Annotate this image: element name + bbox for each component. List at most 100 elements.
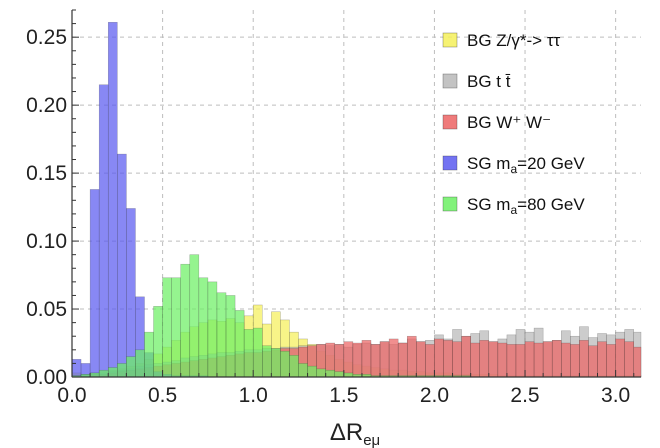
histogram-bar <box>343 341 354 378</box>
legend-entry: BG W⁺ W⁻ <box>442 113 551 132</box>
histogram-bar <box>334 371 345 378</box>
y-tick-label: 0.15 <box>26 162 67 185</box>
histogram-bar <box>633 346 642 378</box>
histogram-bar <box>579 340 589 378</box>
histogram-bar <box>135 349 145 378</box>
histogram-bar <box>615 338 625 378</box>
histogram-bar <box>461 335 471 378</box>
histogram-bar <box>117 153 127 378</box>
x-tick-label: 0.5 <box>148 384 177 407</box>
y-tick-label: 0.05 <box>26 298 67 321</box>
histogram-bar <box>588 345 598 378</box>
histogram-bar <box>570 344 580 378</box>
histogram-bar <box>162 277 172 378</box>
histogram-bar <box>606 344 616 378</box>
legend-swatch <box>442 32 458 48</box>
histogram-bar <box>316 368 326 378</box>
histogram-bar <box>89 372 100 378</box>
tick-labels: 0.0 0.5 1.0 1.5 2.0 2.5 3.0 0.00 0.05 0.10 0.15 0.2… <box>26 26 630 407</box>
y-tick-label: 0.00 <box>26 366 67 389</box>
histogram-bar <box>515 344 526 378</box>
histogram-bar <box>71 359 82 378</box>
histogram-bar <box>370 344 381 378</box>
histogram-bar <box>216 292 227 378</box>
histogram-bar <box>561 342 571 378</box>
histogram-bar <box>443 340 453 378</box>
histogram-bar <box>624 341 635 378</box>
histogram-bar <box>524 341 535 378</box>
histogram-bar <box>452 341 462 378</box>
legend-label: SG ma=80 GeV <box>467 195 585 217</box>
histogram-bar <box>126 208 136 378</box>
legend-label: BG W⁺ W⁻ <box>467 113 551 132</box>
x-tick-label: 2.5 <box>510 384 539 407</box>
histogram-bar <box>307 365 317 378</box>
histogram-bar <box>117 363 127 378</box>
x-axis-title-sub: eμ <box>363 432 380 448</box>
legend-swatch <box>442 196 458 212</box>
legend-label: SG ma=20 GeV <box>467 154 585 176</box>
x-tick-label: 3.0 <box>601 384 630 407</box>
legend: BG Z/γ*-> ττ BG t t̄ BG W⁺ W⁻ SG ma=20 GeV S… <box>442 31 585 217</box>
histogram-bar <box>153 306 163 378</box>
y-tick-label: 0.20 <box>26 94 67 117</box>
histogram-bar <box>542 341 553 378</box>
bars <box>71 21 642 378</box>
histogram-bar <box>180 263 191 378</box>
histogram-bar <box>416 341 426 378</box>
x-axis-title: ΔReμ <box>330 419 380 448</box>
legend-label: BG Z/γ*-> ττ <box>467 31 561 50</box>
histogram-bar <box>343 372 354 378</box>
histogram-bar <box>406 335 417 378</box>
histogram-bar <box>189 254 200 378</box>
y-tick-label: 0.25 <box>26 26 67 49</box>
histogram-bar <box>388 338 399 378</box>
legend-entry: BG Z/γ*-> ττ <box>442 31 561 50</box>
histogram-bar <box>207 281 218 378</box>
histogram-bar <box>126 356 136 378</box>
histogram-bar <box>397 342 408 378</box>
x-tick-label: 2.0 <box>420 384 449 407</box>
legend-swatch <box>442 114 458 130</box>
legend-entry: SG ma=20 GeV <box>442 154 585 176</box>
histogram-bar <box>252 327 263 378</box>
histogram-bar <box>144 331 154 378</box>
histogram-bar <box>271 348 281 378</box>
histogram-bar <box>379 341 390 378</box>
histogram-bar <box>298 363 308 378</box>
histogram-bar <box>470 342 480 378</box>
histogram-bar <box>361 340 372 378</box>
histogram-bar <box>289 355 299 378</box>
histogram-bar <box>434 338 444 378</box>
y-tick-label: 0.10 <box>26 230 67 253</box>
histogram-bar <box>479 340 490 378</box>
histogram-bar <box>98 84 109 378</box>
histogram-bar <box>98 369 109 378</box>
histogram-bar <box>234 310 245 378</box>
histogram-bar <box>243 329 254 378</box>
histogram-bar <box>425 344 435 378</box>
axes <box>71 9 641 378</box>
histogram-bar <box>597 341 607 378</box>
legend-entry: SG ma=80 GeV <box>442 195 585 217</box>
histogram-bar <box>352 342 363 378</box>
histogram-bar <box>280 350 290 378</box>
legend-label: BG t t̄ <box>467 72 511 91</box>
histogram-bar <box>107 21 118 378</box>
legend-swatch <box>442 155 458 171</box>
histogram-bar <box>198 277 209 378</box>
histogram-bar <box>533 342 544 378</box>
series-4-bars <box>71 254 471 378</box>
histogram-bar <box>107 367 118 378</box>
histogram-bar <box>171 277 181 378</box>
legend-swatch <box>442 73 458 89</box>
histogram-bar <box>89 189 100 378</box>
histogram-bar <box>497 342 508 378</box>
histogram-bar <box>262 345 272 378</box>
x-tick-label: 0.0 <box>57 384 86 407</box>
histogram-bar <box>551 340 562 378</box>
x-tick-label: 1.0 <box>239 384 268 407</box>
histogram-bar <box>325 369 336 378</box>
legend-entry: BG t t̄ <box>442 72 511 91</box>
histogram-bar <box>488 341 499 378</box>
